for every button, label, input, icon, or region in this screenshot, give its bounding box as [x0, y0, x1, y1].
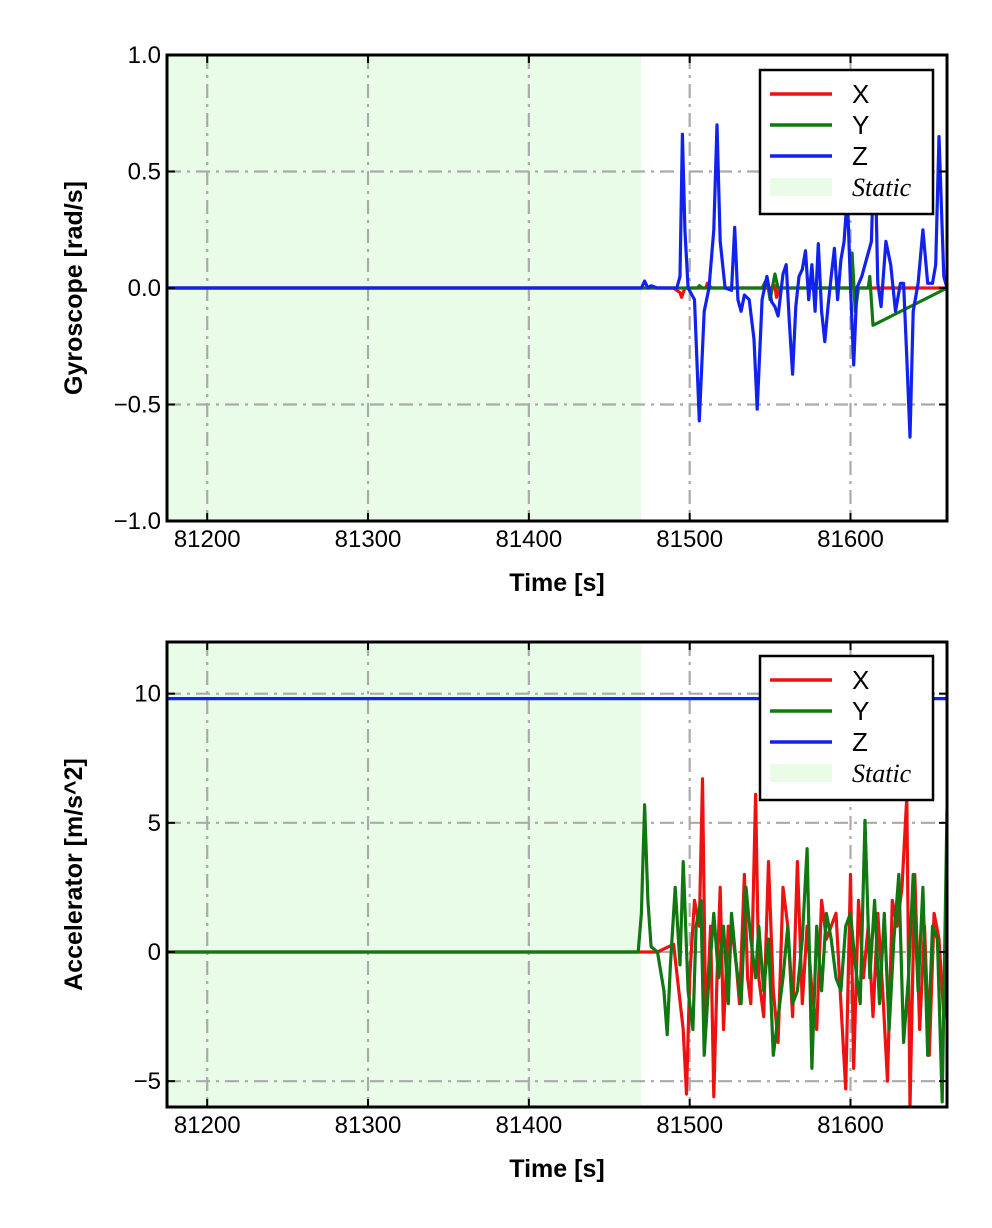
- y-axis-title: Gyroscope [rad/s]: [60, 181, 88, 395]
- y-tick-label: −0.5: [114, 392, 161, 419]
- x-tick-label: 81500: [656, 526, 723, 553]
- legend-label-x: X: [852, 665, 869, 695]
- series-line-y: [167, 251, 947, 327]
- legend-label-z: Z: [852, 727, 868, 757]
- series-line-y: [167, 803, 947, 1104]
- x-tick-label: 81300: [335, 526, 402, 553]
- accelerometer-chart: 81200 81300 81400 81500 81600 −5 0 5 10 Time [s] A…: [60, 640, 949, 1183]
- plot-frame: [165, 640, 949, 1109]
- legend-label-z: Z: [852, 141, 868, 171]
- x-tick-label: 81400: [495, 526, 562, 553]
- legend-label-y: Y: [852, 696, 869, 726]
- x-tick-label: 81200: [174, 1112, 241, 1139]
- x-tick-label: 81600: [817, 526, 884, 553]
- y-tick-label: −1.0: [114, 508, 161, 535]
- y-tick-label: 0.0: [128, 275, 161, 302]
- legend-label-static: Static: [852, 173, 912, 202]
- x-tick-label: 81600: [817, 1112, 884, 1139]
- legend-label-x: X: [852, 79, 869, 109]
- y-tick-label: 10: [134, 681, 161, 708]
- x-axis-title: Time [s]: [509, 1155, 604, 1183]
- x-axis-title: Time [s]: [509, 569, 604, 597]
- y-tick-label: −5: [134, 1068, 161, 1095]
- legend-swatch-static: [770, 764, 832, 782]
- legend-label-static: Static: [852, 759, 912, 788]
- y-axis-title: Accelerator [m/s^2]: [60, 758, 88, 991]
- x-tick-label: 81500: [656, 1112, 723, 1139]
- x-tick-label: 81200: [174, 526, 241, 553]
- legend-label-y: Y: [852, 110, 869, 140]
- series-line-z: [167, 123, 947, 439]
- y-tick-label: 0: [148, 939, 161, 966]
- x-tick-label: 81300: [335, 1112, 402, 1139]
- x-tick-label: 81400: [495, 1112, 562, 1139]
- gyroscope-chart: 81200 81300 81400 81500 81600 −1.0 −0.5 0.0 0.5 1…: [60, 42, 949, 597]
- legend-swatch-static: [770, 178, 832, 196]
- static-region: [167, 642, 642, 1107]
- y-tick-label: 1.0: [128, 42, 161, 69]
- y-tick-label: 5: [148, 810, 161, 837]
- y-tick-label: 0.5: [128, 159, 161, 186]
